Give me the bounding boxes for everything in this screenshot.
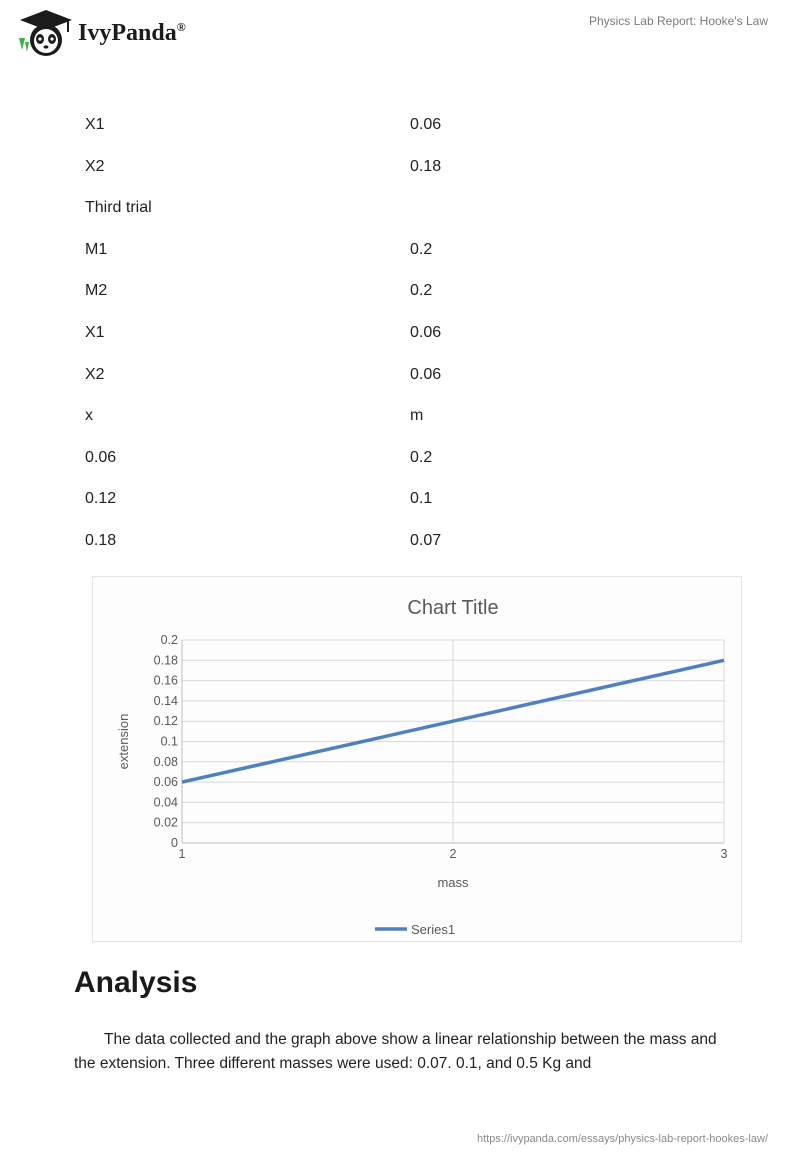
row-value: 0.06 — [410, 116, 442, 133]
analysis-heading: Analysis — [74, 966, 198, 999]
table-row: X1 0.06 — [85, 104, 725, 146]
data-table: X1 0.06 X2 0.18 Third trial M1 0.2 M2 0.2 X1 0.06 X… — [85, 104, 725, 562]
x-tick-label: 3 — [721, 847, 728, 861]
brand-name: IvyPanda® — [78, 20, 186, 46]
y-tick-label: 0.08 — [154, 755, 178, 769]
row-value: 0.2 — [410, 448, 433, 466]
row-value: 0.06 — [410, 323, 442, 341]
table-row: M2 0.2 — [85, 270, 725, 312]
y-tick-label: 0.18 — [154, 653, 178, 667]
row-label: Third trial — [85, 199, 152, 217]
panda-logo-icon — [19, 10, 72, 56]
legend-entry: Series1 — [411, 922, 455, 937]
y-tick-label: 0.02 — [154, 816, 178, 830]
table-row: X1 0.06 — [85, 312, 725, 354]
x-tick-label: 1 — [179, 847, 186, 861]
y-tick-label: 0.1 — [161, 735, 178, 749]
chart-svg: Chart Title 0 0.02 0.04 0.06 0.08 0.1 0.12 0.14 0… — [116, 597, 728, 937]
y-tick-label: 0 — [171, 836, 178, 850]
table-row: M1 0.2 — [85, 229, 725, 271]
table-row: 0.12 0.1 — [85, 478, 725, 520]
row-label: X2 — [85, 157, 105, 175]
row-label: M2 — [85, 282, 108, 300]
y-tick-label: 0.16 — [154, 674, 178, 688]
row-label: x — [85, 407, 93, 425]
y-tick-label: 0.06 — [154, 775, 178, 789]
y-tick-label: 0.12 — [154, 714, 178, 728]
x-tick-label: 2 — [450, 847, 457, 861]
row-label: X1 — [85, 323, 105, 341]
footer-url[interactable]: https://ivypanda.com/essays/physics-lab-… — [476, 1133, 768, 1145]
extension-vs-mass-chart: Chart Title 0 0.02 0.04 0.06 0.08 0.1 0.12 0.14 0… — [92, 576, 742, 942]
row-label: 0.18 — [85, 531, 117, 549]
y-tick-label: 0.04 — [154, 795, 178, 809]
y-axis-label: extension — [116, 714, 131, 770]
row-value: 0.2 — [410, 240, 433, 258]
row-value: 0.18 — [410, 157, 442, 175]
row-value: m — [410, 407, 424, 425]
table-row: 0.18 0.07 — [85, 520, 725, 562]
row-value: 0.06 — [410, 365, 442, 383]
chart-title: Chart Title — [407, 597, 498, 619]
analysis-paragraph: The data collected and the graph above s… — [74, 1031, 717, 1072]
brand-logo[interactable]: IvyPanda® — [16, 8, 206, 58]
row-label: 0.06 — [85, 448, 117, 466]
y-tick-label: 0.14 — [154, 694, 178, 708]
y-tick-label: 0.2 — [161, 633, 178, 647]
row-value: 0.1 — [410, 490, 433, 508]
page-header: IvyPanda® Physics Lab Report: Hooke's La… — [0, 0, 800, 70]
series-line — [181, 658, 725, 784]
table-row: X2 0.18 — [85, 146, 725, 188]
row-label: X1 — [85, 116, 105, 133]
row-label: 0.12 — [85, 490, 117, 508]
row-value: 0.2 — [410, 282, 433, 300]
document-title: Physics Lab Report: Hooke's Law — [588, 14, 768, 28]
x-axis-label: mass — [437, 875, 469, 890]
row-value: 0.07 — [410, 531, 442, 549]
table-row: X2 0.06 — [85, 354, 725, 396]
row-label: M1 — [85, 240, 108, 258]
table-row: 0.06 0.2 — [85, 437, 725, 479]
row-label: X2 — [85, 365, 105, 383]
table-row: Third trial — [85, 187, 725, 229]
